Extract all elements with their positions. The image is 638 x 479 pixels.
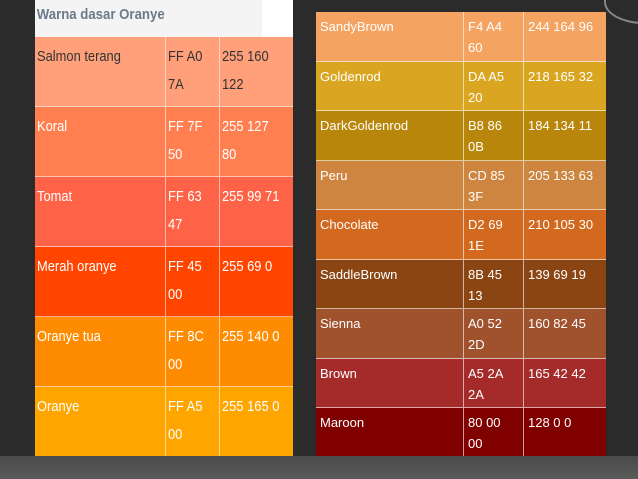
rgb-value-cell-text: 255 140 0	[222, 328, 280, 345]
hex-code-cell: FF A5 00	[165, 387, 219, 456]
table-row: Sienna A0 52 2D 160 82 45	[316, 309, 606, 359]
right-color-table: SandyBrown F4 A4 60 244 164 96 Goldenrod DA …	[316, 12, 606, 456]
hex-code-cell-text: FF A5 00	[168, 398, 203, 443]
table-row: DarkGoldenrod B8 86 0B 184 134 11	[316, 111, 606, 161]
hex-code-cell-text: FF A0 7A	[168, 48, 203, 93]
color-name-cell-text: Merah oranye	[37, 258, 117, 275]
slide-footer-bar	[0, 456, 638, 479]
left-color-table: Warna dasar Oranye Salmon terang FF A0 7A…	[35, 0, 293, 456]
hex-code-cell-text: FF 45 00	[168, 258, 202, 303]
table-row: Goldenrod DA A5 20 218 165 32	[316, 61, 606, 111]
color-name-cell: Peru	[316, 161, 463, 210]
table-row: Koral FF 7F 50 255 127 80	[35, 107, 293, 177]
rgb-value-cell: 184 134 11	[523, 111, 606, 161]
rgb-value-cell: 255 99 71	[219, 177, 293, 247]
rgb-value-cell-text: 255 127 80	[222, 118, 269, 163]
table-row: Oranye tua FF 8C 00 255 140 0	[35, 317, 293, 387]
hex-code-cell: 80 00 00	[463, 408, 523, 456]
hex-code-cell: A5 2A 2A	[463, 358, 523, 408]
color-name-cell: Oranye tua	[35, 317, 165, 387]
rgb-value-cell: 244 164 96	[523, 12, 606, 62]
table-row: Oranye FF A5 00 255 165 0	[35, 387, 293, 456]
color-name-cell: Chocolate	[316, 210, 463, 260]
color-name-cell: DarkGoldenrod	[316, 111, 463, 161]
color-name-cell-text: Oranye tua	[37, 328, 101, 345]
table-row: Brown A5 2A 2A 165 42 42	[316, 358, 606, 408]
hex-code-cell-text: FF 7F 50	[168, 118, 203, 163]
table-heading: Warna dasar Oranye	[35, 0, 263, 37]
hex-code-cell: A0 52 2D	[463, 309, 523, 359]
color-name-cell: SandyBrown	[316, 12, 463, 62]
color-name-cell: Oranye	[35, 387, 165, 456]
hex-code-cell: DA A5 20	[463, 61, 523, 111]
color-name-cell: Salmon terang	[35, 37, 165, 107]
color-name-cell-text: Oranye	[37, 398, 80, 415]
color-name-cell: Goldenrod	[316, 62, 463, 111]
color-name-cell-text: Tomat	[37, 188, 73, 205]
hex-code-cell: FF 45 00	[165, 247, 219, 317]
rgb-value-cell: 255 69 0	[219, 247, 293, 317]
color-name-cell: SaddleBrown	[316, 260, 463, 309]
color-name-cell: Koral	[35, 107, 165, 177]
rgb-value-cell: 255 160 122	[219, 37, 293, 107]
table-row: Maroon 80 00 00 128 0 0	[316, 408, 606, 456]
rgb-value-cell-text: 255 165 0	[222, 398, 280, 415]
table-row: Merah oranye FF 45 00 255 69 0	[35, 247, 293, 317]
color-name-cell: Sienna	[316, 309, 463, 359]
color-name-cell: Brown	[316, 359, 463, 408]
color-name-cell: Maroon	[316, 408, 463, 456]
hex-code-cell: FF 8C 00	[165, 317, 219, 387]
hex-code-cell-text: FF 63 47	[168, 188, 202, 233]
hex-code-cell: CD 85 3F	[463, 160, 523, 210]
rgb-value-cell: 210 105 30	[523, 210, 606, 260]
slide-corner-decoration	[604, 0, 638, 24]
color-name-cell: Tomat	[35, 177, 165, 247]
table-row: SaddleBrown 8B 45 13 139 69 19	[316, 259, 606, 309]
rgb-value-cell: 139 69 19	[523, 259, 606, 309]
rgb-value-cell: 205 133 63	[523, 160, 606, 210]
rgb-value-cell-text: 255 69 0	[222, 258, 273, 275]
table-row: SandyBrown F4 A4 60 244 164 96	[316, 12, 606, 62]
hex-code-cell: 8B 45 13	[463, 259, 523, 309]
table-row: Tomat FF 63 47 255 99 71	[35, 177, 293, 247]
hex-code-cell: B8 86 0B	[463, 111, 523, 161]
rgb-value-cell-text: 255 160 122	[222, 48, 269, 93]
table-row: Peru CD 85 3F 205 133 63	[316, 160, 606, 210]
hex-code-cell: F4 A4 60	[463, 12, 523, 62]
rgb-value-cell: 165 42 42	[523, 358, 606, 408]
rgb-value-cell: 255 140 0	[219, 317, 293, 387]
table-row: Chocolate D2 69 1E 210 105 30	[316, 210, 606, 260]
table-row: Salmon terang FF A0 7A 255 160 122	[35, 37, 293, 107]
color-name-cell-text: Koral	[37, 118, 68, 135]
rgb-value-cell-text: 255 99 71	[222, 188, 280, 205]
color-name-cell-text: Salmon terang	[37, 48, 121, 65]
rgb-value-cell: 218 165 32	[523, 61, 606, 111]
rgb-value-cell: 255 165 0	[219, 387, 293, 456]
hex-code-cell-text: FF 8C 00	[168, 328, 204, 373]
hex-code-cell: D2 69 1E	[463, 210, 523, 260]
rgb-value-cell: 160 82 45	[523, 309, 606, 359]
color-name-cell: Merah oranye	[35, 247, 165, 317]
rgb-value-cell: 255 127 80	[219, 107, 293, 177]
hex-code-cell: FF 7F 50	[165, 107, 219, 177]
hex-code-cell: FF 63 47	[165, 177, 219, 247]
hex-code-cell: FF A0 7A	[165, 37, 219, 107]
rgb-value-cell: 128 0 0	[523, 408, 606, 456]
